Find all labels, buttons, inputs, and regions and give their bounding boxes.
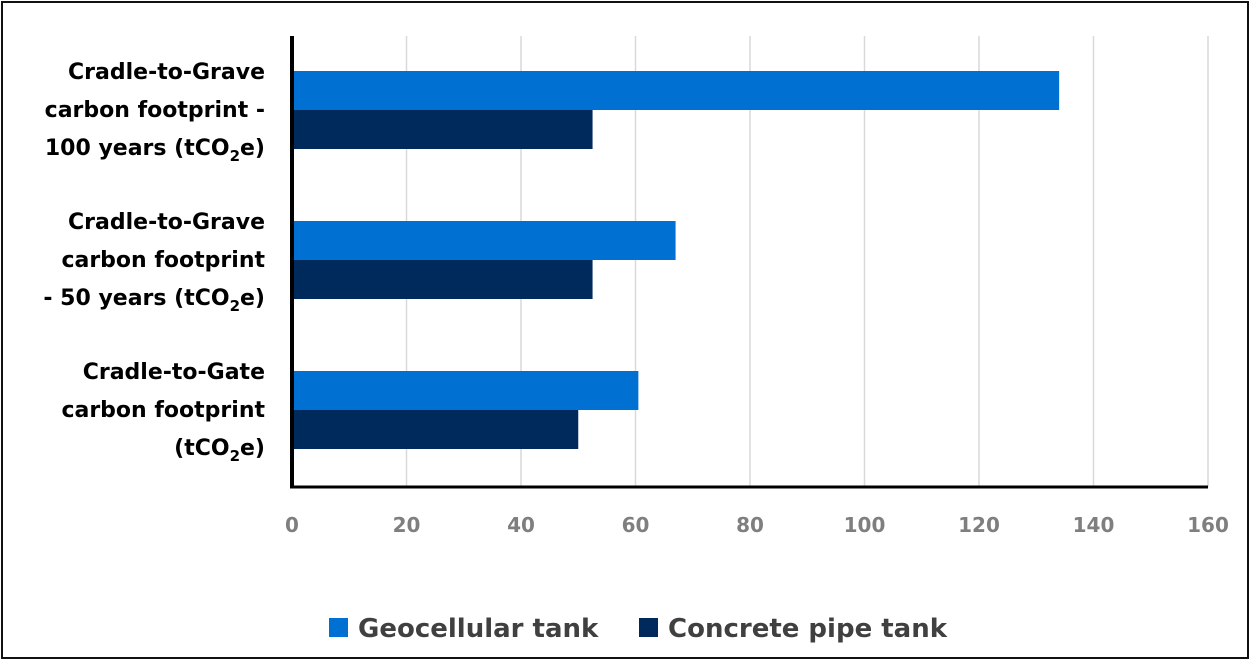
legend-swatch bbox=[639, 618, 658, 637]
category-label-line: carbon footprint - bbox=[45, 98, 265, 123]
x-tick-label: 60 bbox=[622, 513, 650, 537]
legend-label: Concrete pipe tank bbox=[668, 614, 948, 644]
x-tick-label: 0 bbox=[285, 513, 299, 537]
bars bbox=[292, 71, 1060, 449]
category-label-line: - 50 years (tCO2e) bbox=[43, 286, 265, 315]
x-tick-labels: 0 20 40 60 80 100 120 140 160 bbox=[285, 513, 1229, 537]
bar-concrete-pipe-2 bbox=[292, 410, 579, 449]
legend-swatch bbox=[329, 618, 348, 637]
category-labels: Cradle-to-Grave carbon footprint - 100 yea… bbox=[43, 60, 265, 465]
category-label-line: Cradle-to-Grave bbox=[68, 60, 265, 85]
x-tick-label: 120 bbox=[958, 513, 1000, 537]
x-tick-label: 140 bbox=[1073, 513, 1115, 537]
category-label-line: (tCO2e) bbox=[174, 436, 265, 465]
bar-concrete-pipe-1 bbox=[292, 260, 593, 299]
legend-label: Geocellular tank bbox=[358, 614, 599, 644]
x-tick-label: 40 bbox=[507, 513, 535, 537]
bar-geocellular-1 bbox=[292, 221, 676, 260]
bar-geocellular-2 bbox=[292, 371, 639, 410]
x-tick-label: 20 bbox=[393, 513, 421, 537]
category-label-line: Cradle-to-Gate bbox=[83, 360, 265, 385]
x-tick-label: 160 bbox=[1187, 513, 1229, 537]
category-label-line: 100 years (tCO2e) bbox=[45, 136, 265, 165]
bar-concrete-pipe-0 bbox=[292, 110, 593, 149]
axes bbox=[290, 36, 1208, 489]
legend: Geocellular tank Concrete pipe tank bbox=[329, 614, 948, 644]
x-tick-label: 80 bbox=[736, 513, 764, 537]
bar-geocellular-0 bbox=[292, 71, 1060, 110]
category-label-line: Cradle-to-Grave bbox=[68, 210, 265, 235]
x-tick-label: 100 bbox=[844, 513, 886, 537]
category-label-line: carbon footprint bbox=[61, 248, 265, 273]
category-label-line: carbon footprint bbox=[61, 398, 265, 423]
